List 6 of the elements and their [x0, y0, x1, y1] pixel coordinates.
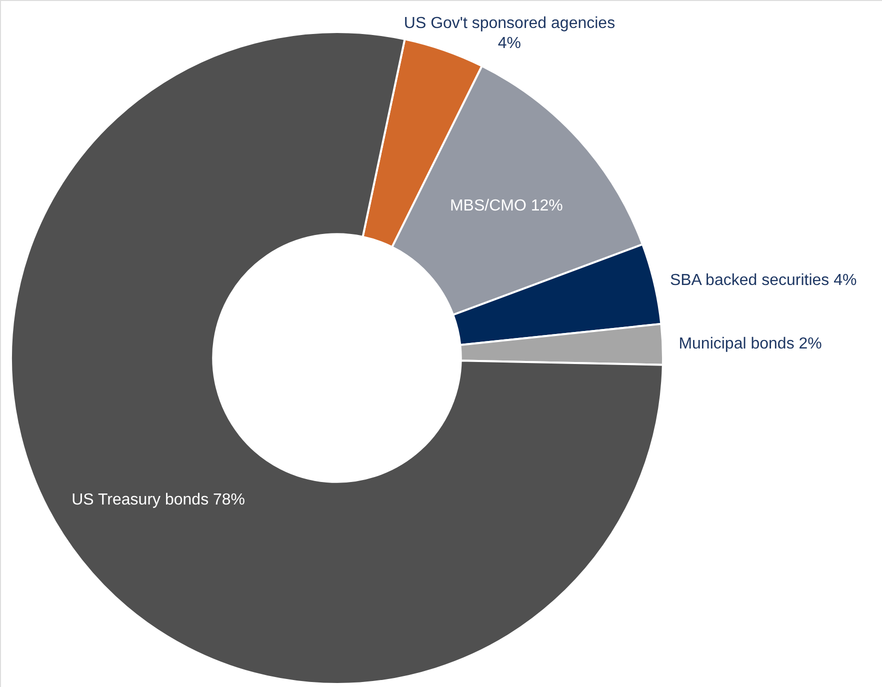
slice-label: MBS/CMO 12%: [450, 197, 563, 214]
slice-label: SBA backed securities 4%: [670, 272, 857, 289]
slice-label: US Treasury bonds 78%: [72, 492, 246, 509]
slice-label: Municipal bonds 2%: [678, 336, 822, 353]
slice-label: US Gov't sponsored agencies: [404, 15, 616, 32]
data-label: 4%: [498, 35, 522, 52]
